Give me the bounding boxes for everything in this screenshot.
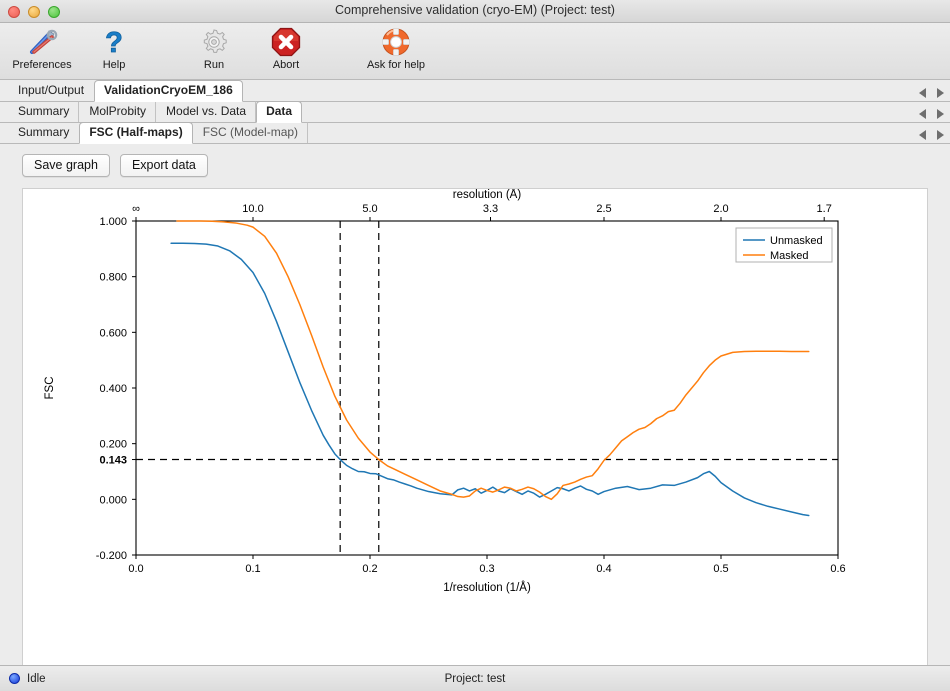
tab-summary-l3[interactable]: Summary <box>18 125 70 139</box>
abort-button[interactable]: Abort <box>250 23 322 78</box>
tab-nav-arrows-2 <box>919 109 944 119</box>
title-bar: Comprehensive validation (cryo-EM) (Proj… <box>0 0 950 23</box>
x-tick-label: 0.3 <box>479 563 494 575</box>
y-tick-label: 0.800 <box>99 272 127 284</box>
tab-scroll-left-icon[interactable] <box>919 88 926 98</box>
graph-action-bar: Save graph Export data <box>0 154 950 177</box>
x-tick-label: 0.0 <box>128 563 143 575</box>
legend-label-unmasked: Unmasked <box>770 235 823 247</box>
x-tick-label: 0.2 <box>362 563 377 575</box>
top-tick-label: 10.0 <box>242 203 263 215</box>
tab-scroll-left-icon[interactable] <box>919 130 926 140</box>
plot-frame <box>135 220 839 556</box>
preferences-button[interactable]: Preferences <box>6 23 78 78</box>
y-tick-label: 0.200 <box>99 439 127 451</box>
ask-for-help-button[interactable]: Ask for help <box>350 23 442 78</box>
tab-fsc-half-maps[interactable]: FSC (Half-maps) <box>79 122 193 144</box>
series-line-masked <box>176 220 810 501</box>
tab-scroll-right-icon[interactable] <box>937 88 944 98</box>
legend-box <box>735 227 833 263</box>
top-tick-label: ∞ <box>132 203 140 215</box>
tab-scroll-left-icon[interactable] <box>919 109 926 119</box>
status-indicator-group: Idle <box>0 673 46 685</box>
status-bar: Idle Project: test <box>0 665 950 691</box>
project-label: Project: test <box>444 672 506 685</box>
y-tick-label: -0.200 <box>96 550 127 562</box>
window-title: Comprehensive validation (cryo-EM) (Proj… <box>335 3 615 17</box>
fsc-graph-panel[interactable]: 0.0 0.1 0.2 0.3 0.4 0.5 0.6 1/resolution (1/Å) ∞… <box>22 188 928 691</box>
x-tick-label: 0.6 <box>830 563 845 575</box>
help-button[interactable]: ? Help <box>78 23 150 78</box>
x-axis-label: 1/resolution (1/Å) <box>443 581 531 594</box>
x-tick-label: 0.4 <box>596 563 611 575</box>
top-axis-label: resolution (Å) <box>453 189 522 201</box>
tab-nav-arrows-1 <box>919 88 944 98</box>
zoom-button[interactable] <box>48 6 60 18</box>
y-tick-label: 1.000 <box>99 216 127 228</box>
y-tick-label: 0.600 <box>99 327 127 339</box>
lifebuoy-icon <box>381 26 411 58</box>
tab-scroll-right-icon[interactable] <box>937 109 944 119</box>
preferences-label: Preferences <box>12 59 72 71</box>
fsc-chart: 0.0 0.1 0.2 0.3 0.4 0.5 0.6 1/resolution (1/Å) ∞… <box>44 189 846 594</box>
top-tick-label: 2.5 <box>596 203 611 215</box>
x-tick-label: 0.1 <box>245 563 260 575</box>
svg-text:?: ? <box>105 27 123 57</box>
tab-data[interactable]: Data <box>256 101 303 123</box>
export-data-button[interactable]: Export data <box>119 154 208 177</box>
tab-row-level-3: Summary FSC (Half-maps) FSC (Model-map) <box>0 122 950 144</box>
ask-for-help-label: Ask for help <box>366 59 426 71</box>
gear-icon <box>199 26 229 58</box>
stop-x-icon <box>271 26 301 58</box>
tab-molprobity[interactable]: MolProbity <box>79 101 157 122</box>
y-tick-label-threshold: 0.143 <box>99 455 127 467</box>
top-tick-label: 2.0 <box>713 203 728 215</box>
content-area: Save graph Export data 0.0 0.1 0.2 0.3 0.4 0.… <box>0 144 950 691</box>
help-label: Help <box>102 59 126 71</box>
tab-row-level-1: Input/Output ValidationCryoEM_186 <box>0 80 950 102</box>
run-label: Run <box>203 59 225 71</box>
window-controls <box>8 6 60 18</box>
tab-input-output[interactable]: Input/Output <box>18 83 85 97</box>
main-toolbar: Preferences ? Help Run <box>0 23 950 80</box>
question-mark-icon: ? <box>100 26 128 58</box>
tab-model-vs-data[interactable]: Model vs. Data <box>156 101 257 122</box>
tab-scroll-right-icon[interactable] <box>937 130 944 140</box>
y-axis-label: FSC <box>44 377 56 400</box>
top-tick-label: 3.3 <box>483 203 498 215</box>
y-tick-label: 0.000 <box>99 494 127 506</box>
x-tick-label: 0.5 <box>713 563 728 575</box>
y-tick-label: 0.400 <box>99 383 127 395</box>
tools-icon <box>26 26 58 58</box>
tab-nav-arrows-3 <box>919 130 944 140</box>
minimize-button[interactable] <box>28 6 40 18</box>
save-graph-button[interactable]: Save graph <box>22 154 110 177</box>
tab-summary-l2[interactable]: Summary <box>8 101 80 122</box>
close-button[interactable] <box>8 6 20 18</box>
legend-label-masked: Masked <box>770 250 809 262</box>
top-tick-label: 5.0 <box>362 203 377 215</box>
tab-validationcryoem[interactable]: ValidationCryoEM_186 <box>94 80 243 102</box>
tab-row-level-2: Summary MolProbity Model vs. Data Data <box>0 101 950 123</box>
abort-label: Abort <box>272 59 300 71</box>
series-line-unmasked <box>170 242 810 517</box>
status-dot-icon <box>9 673 20 684</box>
run-button[interactable]: Run <box>178 23 250 78</box>
tab-fsc-model-map[interactable]: FSC (Model-map) <box>193 122 309 143</box>
status-text: Idle <box>27 672 46 685</box>
top-tick-label: 1.7 <box>817 203 832 215</box>
